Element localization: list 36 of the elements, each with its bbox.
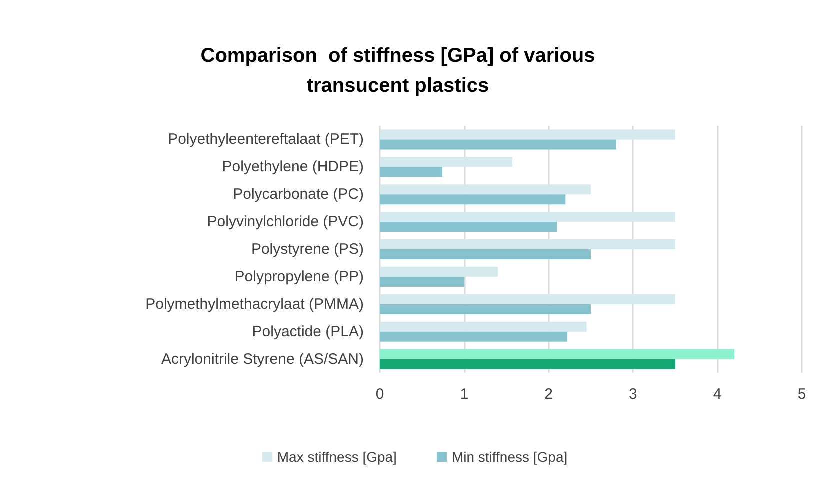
bar — [380, 157, 513, 168]
bar — [380, 194, 566, 205]
bar — [380, 184, 591, 195]
x-tick-label: 0 — [376, 386, 384, 403]
x-tick-label: 1 — [460, 386, 469, 403]
bar — [380, 212, 676, 222]
bar — [380, 359, 676, 370]
y-tick-label: Acrylonitrile Styrene (AS/SAN) — [161, 350, 364, 368]
y-tick-label: Polyethyleentereftalaat (PET) — [168, 131, 364, 148]
bar — [380, 332, 568, 342]
x-tick-label: 5 — [798, 386, 806, 403]
x-tick-label: 4 — [713, 386, 722, 403]
bar — [380, 322, 587, 332]
y-tick-label: Polyethylene (HDPE) — [222, 158, 364, 176]
y-tick-label: Polycarbonate (PC) — [233, 186, 364, 204]
chart-title: Comparison of stiffness [GPa] of various transucent plastics — [200, 45, 596, 97]
y-tick-label: Polyactide (PLA) — [252, 323, 364, 340]
bar — [380, 349, 734, 360]
x-tick-label: 3 — [629, 386, 638, 403]
bar — [380, 276, 464, 287]
y-tick-label: Polymethylmethacrylaat (PMMA) — [146, 296, 364, 313]
x-tick-label: 2 — [544, 386, 553, 403]
bar — [380, 140, 616, 150]
y-tick-label: Polypropylene (PP) — [234, 268, 364, 286]
legend-label: Min stiffness [Gpa] — [452, 449, 568, 465]
bar — [380, 294, 676, 304]
bar — [380, 304, 591, 314]
bar — [380, 250, 591, 260]
legend-label: Max stiffness [Gpa] — [277, 449, 397, 465]
bar — [380, 266, 498, 277]
y-tick-label: Polystyrene (PS) — [251, 241, 364, 258]
y-tick-label: Polyvinylchloride (PVC) — [207, 214, 364, 231]
bar — [380, 167, 442, 178]
bar — [380, 240, 676, 250]
bar — [380, 130, 676, 140]
bar — [380, 222, 558, 232]
